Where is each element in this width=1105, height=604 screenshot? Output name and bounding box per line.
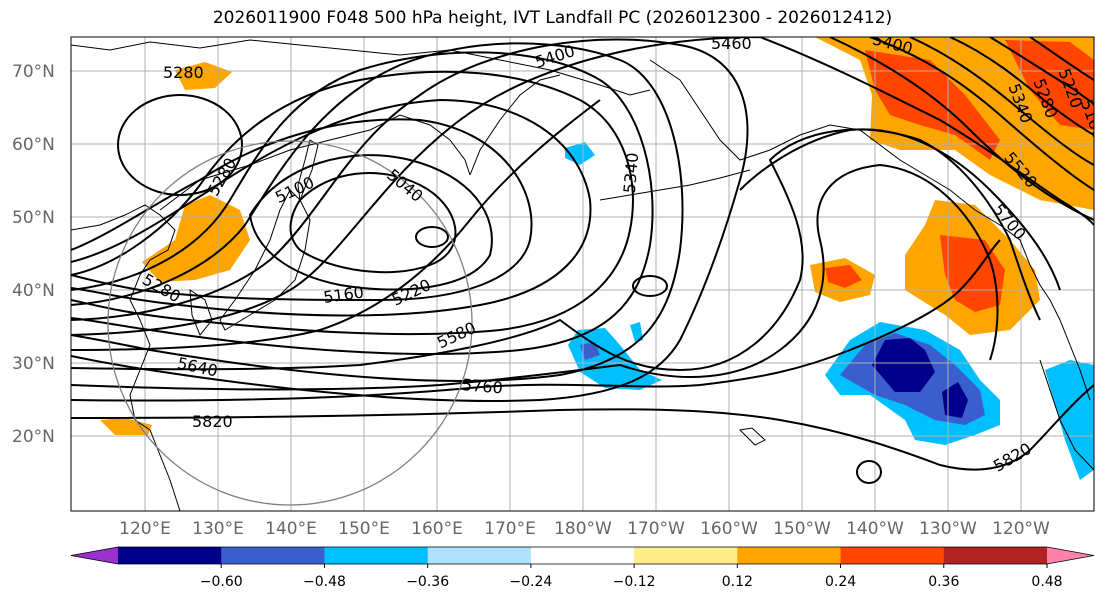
colorbar-segment [634, 547, 738, 564]
colorbar-segment [737, 547, 842, 564]
contour-5760 [71, 239, 1001, 402]
coastline-mexico [1039, 359, 1094, 471]
contour-label: 5760 [461, 375, 503, 397]
lon-label: 160°W [700, 519, 758, 539]
contour-5580 [71, 99, 1061, 351]
lon-label: 170°E [484, 519, 536, 539]
coastline-aleutians [599, 169, 751, 201]
colorbar-tick-label: −0.48 [303, 574, 346, 590]
colorbar-segment [118, 547, 222, 564]
lat-label: 50°N [12, 208, 55, 228]
map-border [70, 36, 1095, 512]
contour-ne-2 [869, 37, 1094, 191]
coastline-sakhalin [297, 139, 319, 202]
contour-label: 5340 [620, 152, 642, 194]
contour-5100 [248, 154, 493, 291]
lat-label: 30°N [12, 354, 55, 374]
lon-label: 140°E [265, 519, 317, 539]
contour-small-low-2 [632, 275, 668, 297]
ivt-negative-region-small [630, 322, 643, 342]
contour-5640 [71, 128, 1041, 372]
lon-label: 150°E [338, 519, 390, 539]
lon-label: 170°W [627, 519, 685, 539]
colorbar-extend-high [1047, 547, 1094, 564]
map-title: 2026011900 F048 500 hPa height, IVT Land… [212, 8, 893, 28]
contour-ne-3 [909, 37, 1094, 166]
range-circle [107, 140, 473, 506]
height-contours [71, 37, 1094, 484]
lon-label: 160°E [411, 519, 463, 539]
contour-5520 [71, 37, 1094, 336]
colorbar-segment [530, 547, 635, 564]
colorbar-tick-label: −0.60 [200, 574, 243, 590]
contour-5040 [289, 172, 457, 274]
contour-label: 5820 [192, 412, 233, 431]
contour-ne-4 [949, 37, 1094, 136]
contour-5340 [71, 51, 654, 355]
coastline-siberia [71, 39, 651, 96]
lon-label: 120°W [992, 519, 1050, 539]
colorbar-segment [840, 547, 945, 564]
lon-label: 140°W [846, 519, 904, 539]
contour-low-siberia [117, 94, 243, 196]
contour-5160 [71, 118, 533, 302]
ivt-high-region-midpac [825, 265, 862, 288]
lat-label: 40°N [12, 281, 55, 301]
colorbar: −0.60 −0.48 −0.36 −0.24 −0.12 0.12 0.24 0.36 0.4… [70, 546, 1095, 590]
latitude-labels: 70°N 60°N 50°N 40°N 30°N 20°N [12, 62, 55, 447]
contour-5820 [71, 384, 1094, 471]
contour-ne-1 [829, 37, 1094, 221]
lon-label: 150°W [773, 519, 831, 539]
colorbar-tick-label: −0.12 [613, 574, 656, 590]
ivt-high-region-ne [1005, 40, 1094, 130]
colorbar-tick-label: 0.24 [825, 574, 856, 590]
ivt-high-region-alaska [865, 50, 1000, 160]
colorbar-tick-label: 0.36 [928, 574, 959, 590]
coastline-korea [189, 289, 213, 336]
contour-small-high [856, 460, 882, 484]
colorbar-tick-label: −0.24 [509, 574, 552, 590]
coastline-kamchatka [469, 74, 561, 176]
colorbar-tick-label: 0.12 [722, 574, 753, 590]
ivt-strong-negative-region-westpac [580, 342, 600, 360]
contour-ne-6 [1029, 37, 1094, 81]
lat-label: 20°N [12, 427, 55, 447]
contour-ne-5 [989, 37, 1094, 105]
colorbar-segment [324, 547, 429, 564]
colorbar-extend-low [71, 547, 118, 564]
contour-small-low [415, 226, 449, 248]
coastline-hawaii [738, 427, 766, 446]
ivt-negative-region-mexico [1045, 360, 1094, 480]
coastline-alaska [649, 59, 1091, 401]
contour-5700 [71, 163, 999, 391]
longitude-labels: 120°E 130°E 140°E 150°E 160°E 170°E 180°… [119, 519, 1050, 539]
lat-label: 60°N [12, 135, 55, 155]
coastline-asia [71, 204, 181, 511]
lon-label: 130°W [919, 519, 977, 539]
ivt-very-strong-negative-region [872, 338, 935, 392]
colorbar-tick-label: −0.36 [406, 574, 449, 590]
lon-label: 180°W [554, 519, 612, 539]
ivt-shading [100, 37, 1094, 480]
colorbar-segment [943, 547, 1048, 564]
lon-label: 130°E [192, 519, 244, 539]
contour-label: 5280 [163, 63, 204, 82]
colorbar-outline [70, 546, 1095, 565]
colorbar-tick-label: 0.48 [1031, 574, 1062, 590]
colorbar-segment [427, 547, 532, 564]
ivt-negative-region-kamchatka [565, 142, 595, 165]
contour-5280 [71, 70, 634, 336]
colorbar-segment [221, 547, 325, 564]
lat-label: 70°N [12, 62, 55, 82]
lon-label: 120°E [119, 519, 171, 539]
contour-5220 [71, 98, 592, 317]
contour-5400 [71, 42, 684, 382]
contour-label: 5460 [711, 34, 752, 53]
